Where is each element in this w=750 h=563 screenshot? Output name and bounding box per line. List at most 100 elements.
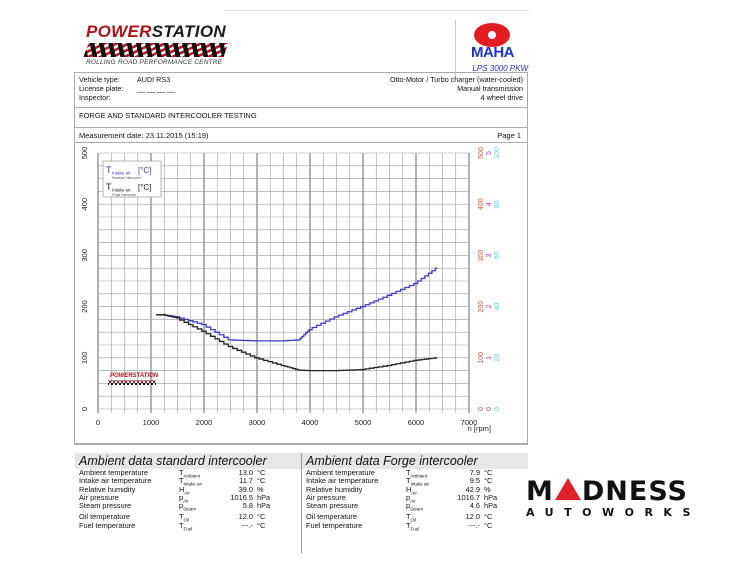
ambient-symbol: pAir <box>406 492 416 504</box>
inspector-label: Inspector: <box>79 93 111 102</box>
ambient-name: Oil temperature <box>306 512 357 522</box>
right-axis-tick-label: 300 <box>478 249 485 261</box>
ambient-unit: hPa <box>257 501 271 511</box>
ambient-unit: hPa <box>484 501 498 511</box>
legend-sub: Intake air <box>112 188 131 193</box>
brand-subtitle: ROLLING ROAD PERFORMANCE CENTRE <box>86 59 223 66</box>
right-axis-tick-label: 20 <box>494 354 501 362</box>
x-axis-label: n [rpm] <box>468 424 491 433</box>
ambient-symbol: TFuel <box>179 520 193 532</box>
legend-caption: Forge Intercooler <box>112 193 137 197</box>
ambient-name: Relative humidity <box>79 484 136 494</box>
engine-type: Otto-Motor / Turbo charger (water-cooled… <box>389 75 523 84</box>
ambient-symbol: HAir <box>179 484 190 496</box>
x-tick-label: 6000 <box>408 418 425 427</box>
mini-logo-text: POWERSTATION <box>110 373 159 379</box>
ambient-value: 12.0 <box>465 512 480 522</box>
right-axis-tick-label: 400 <box>478 198 485 210</box>
logo-dness: DNESS <box>581 476 689 507</box>
ambient-unit: °C <box>484 476 493 486</box>
legend-label: T <box>106 165 112 175</box>
data-series-line <box>156 267 438 342</box>
ambient-unit: °C <box>257 512 266 522</box>
ambient-name: Fuel temperature <box>306 520 363 530</box>
ambient-value: 11.7 <box>239 476 253 486</box>
ambient-unit: °C <box>257 468 266 477</box>
ambient-symbol: TAmbient <box>179 468 201 479</box>
ambient-forge-rows: Ambient temperature TAmbient 7.9 °C Intake a… <box>302 468 528 531</box>
x-tick-label: 1000 <box>143 418 160 427</box>
right-axis-tick-label: 0 <box>494 407 501 411</box>
ambient-row: Ambient temperature TAmbient 7.9 °C <box>302 468 528 478</box>
ambient-symbol: TOil <box>406 512 417 523</box>
ambient-row: Steam pressure pSteam 4.6 hPa <box>302 501 528 511</box>
ambient-symbol: HAir <box>406 484 417 496</box>
madness-autoworks-logo: M DNESS AUTOWORKS <box>526 478 726 519</box>
ambient-name: Steam pressure <box>79 501 132 511</box>
right-axis-tick-label: 60 <box>494 251 501 259</box>
ambient-data: Ambient data standard intercooler Ambien… <box>75 453 528 553</box>
ambient-value: 42.9 <box>465 484 480 494</box>
ambient-name: Steam pressure <box>306 501 359 511</box>
ambient-unit: °C <box>484 512 493 522</box>
ambient-value: 9.5 <box>469 476 480 486</box>
right-axis-tick-label: 0 <box>486 407 493 411</box>
logo-autoworks: AUTOWORKS <box>526 506 701 519</box>
license-plate-value: __ __ __ __ <box>137 84 175 93</box>
right-axis-tick-label: 40 <box>494 303 501 311</box>
ambient-value: 12.0 <box>238 512 253 522</box>
x-tick-label: 7000 <box>461 418 478 427</box>
chart-area: 0 1000 2000 3000 4000 5000 6000 7000 n [rpm] 0 100… <box>75 143 527 444</box>
maha-model: LPS 3000 PKW <box>472 64 528 73</box>
ambient-row: Air pressure pAir 1016.7 hPa <box>302 492 528 503</box>
powerstation-logo: POWERSTATION ROLLING ROAD PERFORMANCE CE… <box>83 22 229 66</box>
x-tick-label: 5000 <box>355 418 372 427</box>
ambient-unit: % <box>257 484 264 494</box>
ambient-name: Intake air temperature <box>79 476 152 486</box>
ambient-value: 5.8 <box>242 501 253 511</box>
ambient-symbol: TOil <box>179 512 190 523</box>
right-axis-tick-label: 80 <box>494 200 501 208</box>
maha-seal-icon <box>474 23 510 47</box>
right-axis-tick-label: 2 <box>486 305 493 309</box>
legend-unit: [°C] <box>138 166 151 175</box>
dyno-report: POWERSTATION ROLLING ROAD PERFORMANCE CE… <box>74 10 529 555</box>
ambient-row: Ambient temperature TAmbient 13.0 °C <box>75 468 301 478</box>
ambient-symbol: pSteam <box>406 501 424 512</box>
ambient-unit: hPa <box>484 492 498 502</box>
right-axis-tick-label: 500 <box>478 147 485 159</box>
data-series-line <box>156 314 438 372</box>
ambient-unit: °C <box>484 520 493 530</box>
y-tick-label: 300 <box>80 249 89 262</box>
right-axis-tick-label: 3 <box>486 253 493 257</box>
right-axis-tick-label: 100 <box>478 352 485 364</box>
ambient-row: Intake air temperature TIntake air 9.5 °C <box>302 476 528 486</box>
measurement-date: Measurement date: 23.11.2015 (15:19) <box>79 131 209 140</box>
vehicle-info: Vehicle type: AUDI RS3 License plate: __ _… <box>75 73 527 108</box>
maha-logo: MAHA LPS 3000 PKW <box>455 20 528 78</box>
legend-caption: Standard Intercooler <box>112 176 142 180</box>
ambient-name: Oil temperature <box>79 512 130 522</box>
right-axis-tick-label: 4 <box>486 202 493 206</box>
x-tick-label: 4000 <box>302 418 319 427</box>
ambient-row: Fuel temperature TFuel ---.- °C <box>75 520 301 531</box>
ambient-row: Relative humidity HAir 42.9% <box>302 484 528 495</box>
ambient-symbol: TAmbient <box>406 468 428 479</box>
measurement-row: Measurement date: 23.11.2015 (15:19) Pag… <box>75 128 527 143</box>
ambient-symbol: pSteam <box>179 501 197 512</box>
ambient-name: Intake air temperature <box>306 476 379 486</box>
ambient-forge-title: Ambient data Forge intercooler <box>302 453 528 469</box>
right-axis-tick-label: 200 <box>478 301 485 313</box>
ambient-value: 39.0 <box>238 484 253 494</box>
ambient-name: Fuel temperature <box>79 520 136 530</box>
ambient-standard-title: Ambient data standard intercooler <box>75 453 301 469</box>
y-tick-label: 200 <box>80 300 89 313</box>
ambient-standard-rows: Ambient temperature TAmbient 13.0 °C Intake … <box>75 468 301 531</box>
drive-type: 4 wheel drive <box>480 93 523 102</box>
vehicle-type-label: Vehicle type: <box>79 75 120 84</box>
right-axis-tick-label: 5 <box>486 151 493 155</box>
ambient-value: 7.9 <box>469 468 480 477</box>
page-number: Page 1 <box>497 131 521 140</box>
ambient-symbol: TIntake air <box>179 476 203 487</box>
